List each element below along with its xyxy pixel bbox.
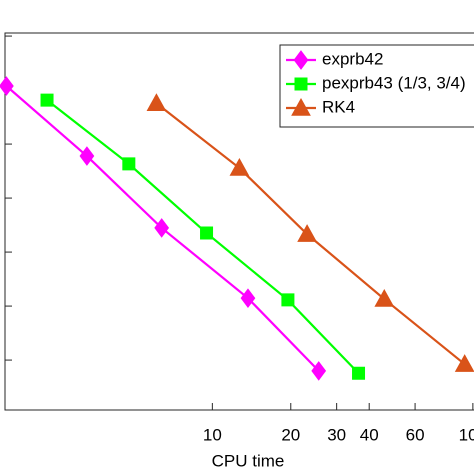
legend-label: exprb42	[322, 49, 383, 68]
marker	[200, 226, 214, 240]
x-tick-label: 30	[327, 425, 346, 444]
marker	[122, 157, 136, 171]
marker	[293, 50, 309, 70]
plot-frame	[4, 32, 474, 411]
marker	[229, 158, 250, 176]
legend-box	[279, 44, 474, 128]
marker	[352, 366, 366, 380]
x-tick-label: 40	[360, 425, 379, 444]
marker	[291, 97, 311, 116]
legend-label: pexprb43 (1/3, 3/4)	[322, 73, 466, 92]
marker	[311, 361, 327, 381]
legend-label: RK4	[322, 97, 355, 116]
x-tick-label: 100	[459, 425, 474, 444]
x-tick-label: 10	[203, 425, 222, 444]
marker	[146, 93, 167, 111]
marker	[154, 218, 170, 238]
marker	[374, 289, 395, 307]
marker	[0, 76, 14, 96]
marker	[454, 354, 474, 372]
marker	[297, 224, 317, 242]
marker	[294, 77, 308, 91]
x-tick-label: 60	[406, 425, 425, 444]
marker	[79, 146, 95, 166]
x-tick-label: 20	[281, 425, 300, 444]
marker	[40, 93, 54, 107]
marker	[281, 293, 295, 307]
x-axis-label: CPU time	[212, 451, 285, 470]
marker	[240, 288, 256, 309]
